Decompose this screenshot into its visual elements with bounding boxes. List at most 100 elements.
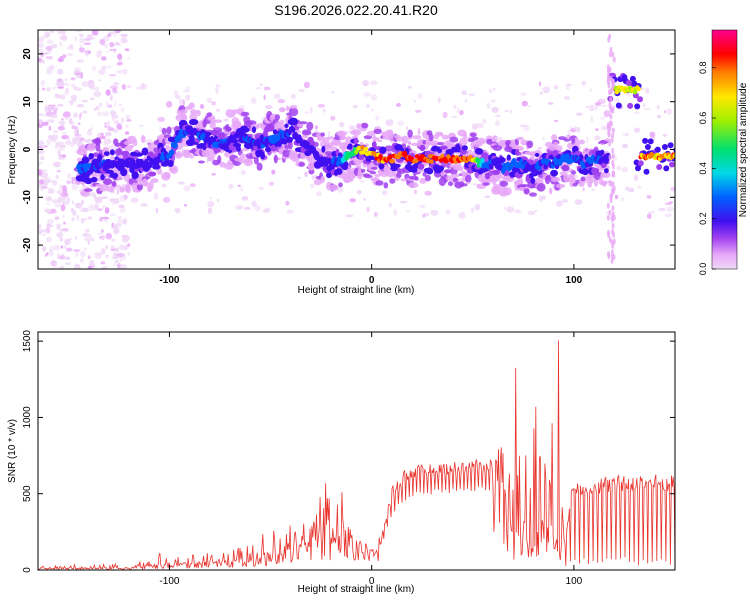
spectrogram-speckle [72, 209, 77, 217]
spectrogram-speckle [303, 81, 310, 89]
spectrogram-ridge-cell [565, 153, 570, 160]
spectrogram-halo [217, 155, 222, 164]
spectrogram-blob [393, 163, 401, 168]
spectrogram-speckle [87, 265, 93, 269]
spectrogram-speckle [86, 34, 93, 40]
spectrogram-speckle [166, 101, 173, 108]
spectrogram-speckle [153, 192, 159, 200]
spectrogram-speckle [38, 57, 43, 62]
spectrogram-halo [129, 144, 134, 149]
spectrogram-halo [190, 109, 197, 115]
spectrogram-speckle [140, 203, 148, 207]
spectrogram-speckle [84, 139, 92, 143]
spectrogram-speckle [84, 237, 90, 241]
spectrogram-speckle [182, 99, 185, 106]
spectrogram-halo [471, 136, 479, 141]
spectrogram-speckle [70, 77, 76, 80]
spectrogram-halo [301, 134, 309, 139]
spectrogram-speckle [514, 209, 522, 214]
spectrogram-streak [608, 154, 612, 161]
spectrogram-speckle [162, 196, 171, 203]
spectrogram-halo [441, 134, 450, 140]
spectrogram-speckle [98, 69, 106, 75]
spectrogram-speckle [113, 226, 117, 233]
spectrogram-speckle [126, 119, 132, 122]
spectrogram-halo [395, 173, 402, 178]
spectrogram-speckle [51, 199, 60, 204]
spectrogram-speckle [116, 262, 121, 268]
spectrogram-speckle [210, 196, 213, 200]
spectrogram-speckle [124, 48, 130, 52]
spectrogram-speckle [381, 190, 388, 196]
spectrogram-speckle [60, 192, 69, 198]
spectrogram-speckle [127, 251, 130, 256]
spectrogram-speckle [59, 35, 68, 41]
spectrogram-halo [126, 184, 131, 194]
spectrogram-blob [321, 145, 326, 153]
spectrogram-speckle [53, 130, 59, 133]
spectrogram-speckle [371, 109, 374, 112]
spectrogram-halo [465, 174, 472, 183]
spectrogram-halo [443, 174, 449, 183]
snr-y-tick-label: 1000 [22, 406, 33, 429]
spectrogram-blob [90, 176, 98, 183]
spectrogram-speckle [109, 213, 116, 217]
spectrogram-blob [235, 144, 241, 152]
spectrogram-speckle [54, 94, 63, 99]
spectrogram-streak [611, 205, 615, 212]
spectrogram-speckle [70, 141, 74, 148]
spectrogram-speckle [375, 115, 380, 121]
spectrogram-speckle [45, 87, 52, 92]
spectrogram-halo [462, 183, 468, 187]
spectrogram-speckle [366, 103, 370, 109]
spectrogram-speckle [48, 64, 55, 71]
spectrogram-blob [148, 171, 157, 177]
spectrogram-blob [141, 147, 149, 156]
spectrogram-speckle [107, 33, 112, 37]
spectrogram-halo [459, 137, 468, 146]
spectrogram-blob [225, 126, 232, 132]
spectrogram-halo [289, 107, 299, 117]
spectrogram-speckle [237, 184, 241, 187]
spectrogram-halo [278, 107, 286, 113]
spectrogram-speckle [100, 261, 106, 265]
spectrogram-speckle [127, 243, 131, 248]
spectrogram-blob [285, 136, 293, 143]
spectrogram-speckle [215, 87, 219, 95]
spectrogram-speckle [542, 136, 545, 141]
spectrogram-segment-cell [632, 89, 638, 95]
colorbar-tick-label: 0.0 [698, 263, 708, 276]
spectrogram-speckle [117, 53, 123, 60]
spectrogram-speckle [103, 66, 106, 69]
spectrogram-speckle [286, 209, 294, 214]
spectrogram-speckle [99, 135, 106, 140]
spectrogram-blob [81, 156, 90, 164]
spectrogram-speckle [46, 218, 54, 224]
spectrogram-speckle [54, 216, 60, 220]
spectrogram-blob [534, 170, 543, 175]
spectrogram-speckle [84, 247, 87, 251]
spectrogram-speckle [352, 104, 358, 109]
spectrogram-halo [415, 168, 425, 173]
colorbar-label: Normalized spectral amplitude [738, 82, 749, 217]
spectrogram-halo [345, 136, 353, 142]
spectrogram-blob [425, 167, 434, 175]
spectrogram-speckle [419, 204, 426, 208]
spectrogram-speckle [565, 86, 570, 90]
spectrogram-speckle [601, 125, 608, 131]
spectrogram-image [38, 30, 675, 269]
spectrogram-halo [143, 181, 150, 187]
spectrogram-speckle [41, 121, 49, 126]
spectrogram-speckle [561, 199, 569, 203]
spectrogram-speckle [565, 83, 572, 87]
spectrogram-speckle [244, 207, 251, 210]
spectrogram-blob [105, 169, 114, 174]
spectrogram-speckle [625, 186, 630, 191]
spectrogram-speckle [52, 244, 60, 247]
spectrogram-speckle [385, 119, 394, 126]
spectrogram-speckle [504, 109, 509, 113]
spectrogram-speckle [594, 101, 602, 106]
spectrogram-blob [460, 150, 467, 155]
spectrogram-halo [502, 187, 512, 196]
spectrogram-speckle [75, 130, 79, 135]
